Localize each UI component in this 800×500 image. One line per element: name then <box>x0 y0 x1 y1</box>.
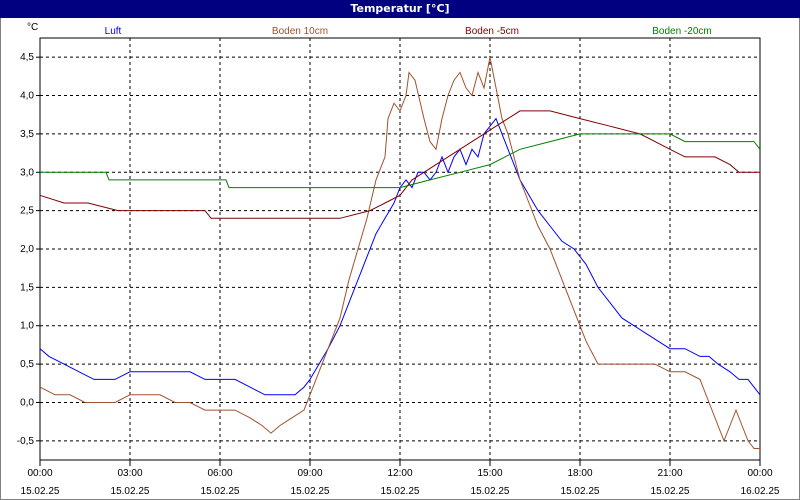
series-line-boden-20cm <box>40 133 761 189</box>
x-tick-date: 15.02.25 <box>291 486 330 497</box>
y-axis-unit: °C <box>27 22 38 33</box>
y-tick-label: 2,0 <box>20 244 34 255</box>
y-tick-label: 0,5 <box>20 359 34 370</box>
y-axis-ticks: 4,5 4,0 3,5 3,0 2,5 2,0 1,5 1,0 0,5 0,0 -0,5 <box>17 52 40 447</box>
y-tick-label: 4,5 <box>20 52 34 63</box>
x-tick-time: 15:00 <box>477 468 502 479</box>
x-tick-date: 15.02.25 <box>111 486 150 497</box>
x-tick-time: 18:00 <box>567 468 592 479</box>
series-line-boden-5cm <box>39 110 760 219</box>
legend-entry: Luft <box>105 26 122 37</box>
y-tick-label: -0,5 <box>17 436 35 447</box>
x-tick-date: 15.02.25 <box>201 486 240 497</box>
x-tick-date: 15.02.25 <box>651 486 690 497</box>
x-tick-time: 12:00 <box>387 468 412 479</box>
x-tick-date: 15.02.25 <box>381 486 420 497</box>
x-tick-time: 21:00 <box>657 468 682 479</box>
legend-entry: Boden -5cm <box>465 26 519 37</box>
x-tick-time: 06:00 <box>207 468 232 479</box>
x-tick-time: 00:00 <box>747 468 772 479</box>
grid-lines <box>40 38 760 460</box>
y-tick-label: 4,0 <box>20 91 34 102</box>
series-lines <box>39 57 761 449</box>
y-tick-label: 0,0 <box>20 397 34 408</box>
y-tick-label: 3,5 <box>20 129 34 140</box>
legend-entry: Boden 10cm <box>272 26 328 37</box>
legend: Luft Boden 10cm Boden -5cm Boden -20cm <box>105 26 712 37</box>
x-tick-date: 16.02.25 <box>741 486 780 497</box>
legend-entry: Boden -20cm <box>652 26 711 37</box>
y-tick-label: 2,5 <box>20 206 34 217</box>
x-tick-date: 15.02.25 <box>21 486 60 497</box>
y-tick-label: 1,5 <box>20 282 34 293</box>
x-tick-date: 15.02.25 <box>561 486 600 497</box>
x-axis-ticks: 00:00 15.02.25 03:00 15.02.25 06:00 15.02.25 0… <box>21 460 780 497</box>
y-tick-label: 3,0 <box>20 167 34 178</box>
x-tick-time: 09:00 <box>297 468 322 479</box>
series-line-boden-10cm <box>39 57 760 449</box>
series-line-luft <box>39 117 761 396</box>
x-tick-time: 00:00 <box>27 468 52 479</box>
x-tick-date: 15.02.25 <box>471 486 510 497</box>
chart-title: Temperatur [°C] <box>0 0 800 18</box>
x-tick-time: 03:00 <box>117 468 142 479</box>
y-tick-label: 1,0 <box>20 321 34 332</box>
temperature-chart: 4,5 4,0 3,5 3,0 2,5 2,0 1,5 1,0 0,5 0,0 -0,5 00:00… <box>17 22 780 497</box>
